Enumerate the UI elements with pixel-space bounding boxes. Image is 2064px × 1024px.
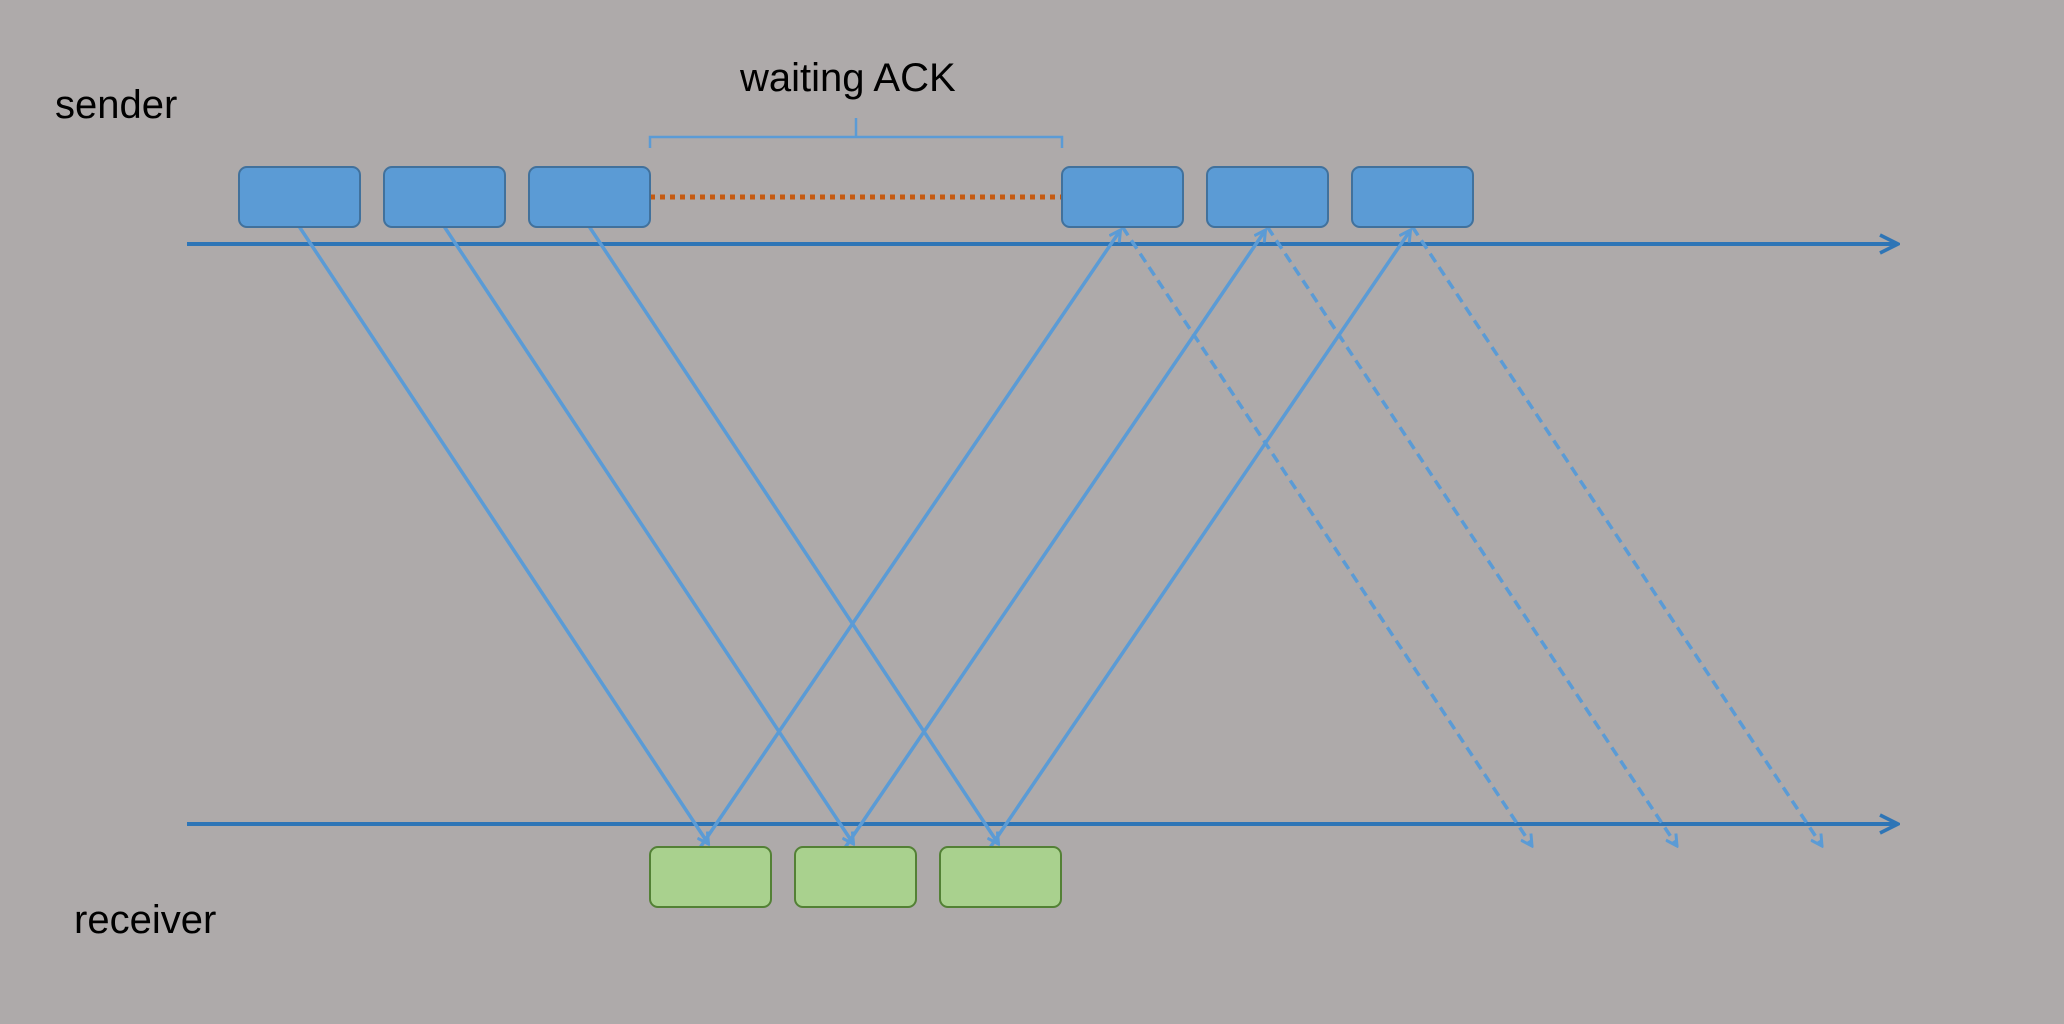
sender-packet-6 bbox=[1351, 166, 1474, 228]
receiver-packet-1 bbox=[649, 846, 772, 908]
pending-arrow-3 bbox=[1411, 226, 1823, 846]
receiver-packet-2 bbox=[794, 846, 917, 908]
waiting-ack-brace bbox=[648, 118, 1064, 148]
packets-layer bbox=[238, 166, 1474, 908]
sender-packet-2 bbox=[383, 166, 506, 228]
sender-packet-3 bbox=[528, 166, 651, 228]
sender-packet-1 bbox=[238, 166, 361, 228]
ack-arrow-1 bbox=[699, 230, 1121, 848]
data-arrow-3 bbox=[588, 226, 999, 844]
waiting-ack-label: waiting ACK bbox=[739, 56, 956, 100]
receiver-packet-3 bbox=[939, 846, 1062, 908]
pending-arrow-2 bbox=[1266, 226, 1678, 846]
pending-arrow-1 bbox=[1121, 226, 1533, 846]
data-arrow-2 bbox=[443, 226, 854, 844]
sender-packet-5 bbox=[1206, 166, 1329, 228]
data-arrow-1 bbox=[298, 226, 709, 844]
ack-arrow-2 bbox=[844, 230, 1266, 848]
sender-label: sender bbox=[55, 83, 177, 127]
sender-packet-4 bbox=[1061, 166, 1184, 228]
ack-arrow-3 bbox=[989, 230, 1411, 848]
receiver-label: receiver bbox=[74, 898, 216, 942]
arrows-layer bbox=[298, 226, 1823, 848]
